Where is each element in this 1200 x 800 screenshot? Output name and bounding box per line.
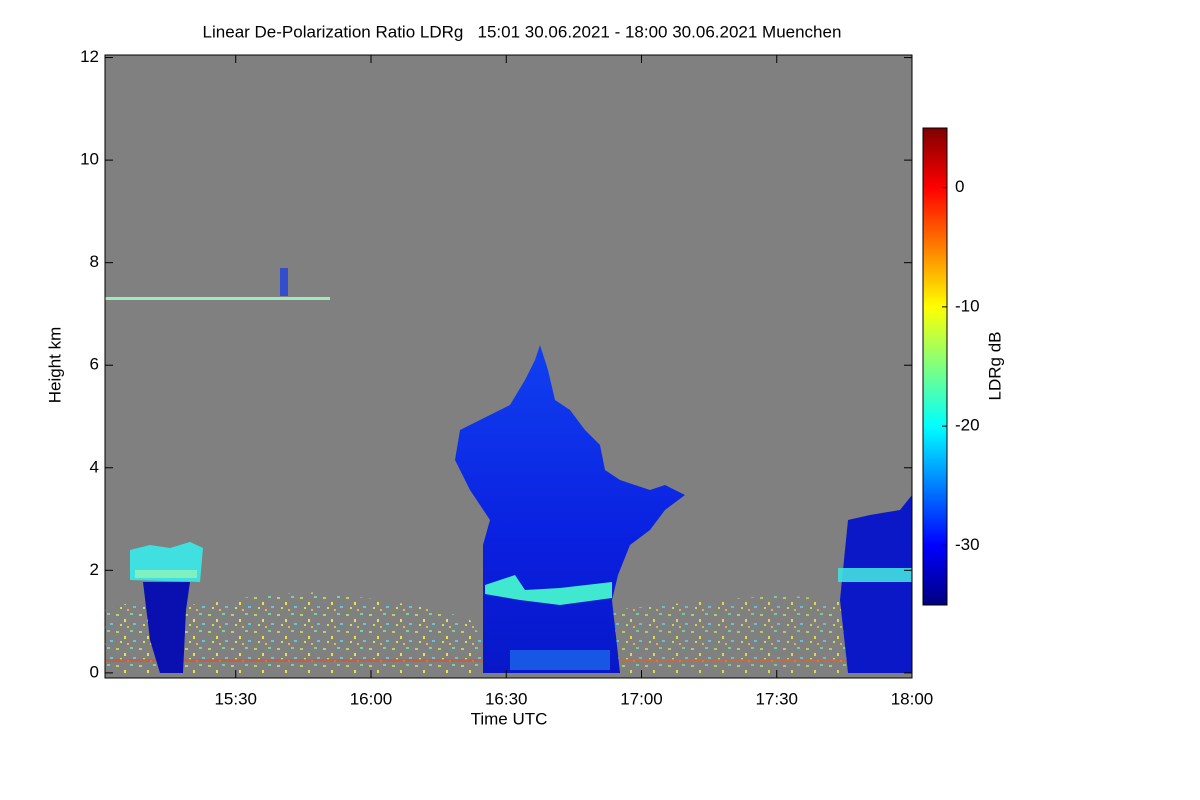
colorbar-tick-label: -30 [955,535,980,554]
plot-field [104,54,913,679]
x-tick-label: 15:30 [214,689,257,708]
colorbar-tick-label: -10 [955,296,980,315]
y-tick-label: 4 [90,457,99,476]
y-tick-label: 2 [90,560,99,579]
y-tick-label: 0 [90,662,99,681]
x-tick-label: 17:00 [620,689,663,708]
y-tick-label: 8 [90,252,99,271]
colorbar-title: LDRg dB [985,332,1004,401]
x-tick-label: 17:30 [755,689,798,708]
colorbar [922,127,948,606]
x-tick-label: 16:00 [350,689,393,708]
y-tick-label: 10 [80,150,99,169]
colorbar-tick-label: 0 [955,177,964,196]
x-axis-title: Time UTC [471,709,548,728]
y-axis-title: Height km [45,327,64,404]
y-tick-label: 6 [90,355,99,374]
x-tick-label: 16:30 [485,689,528,708]
chart-title: Linear De-Polarization Ratio LDRg 15:01 … [203,22,842,41]
x-tick-label: 18:00 [891,689,934,708]
colorbar-tick-label: -20 [955,416,980,435]
y-tick-label: 12 [80,47,99,66]
